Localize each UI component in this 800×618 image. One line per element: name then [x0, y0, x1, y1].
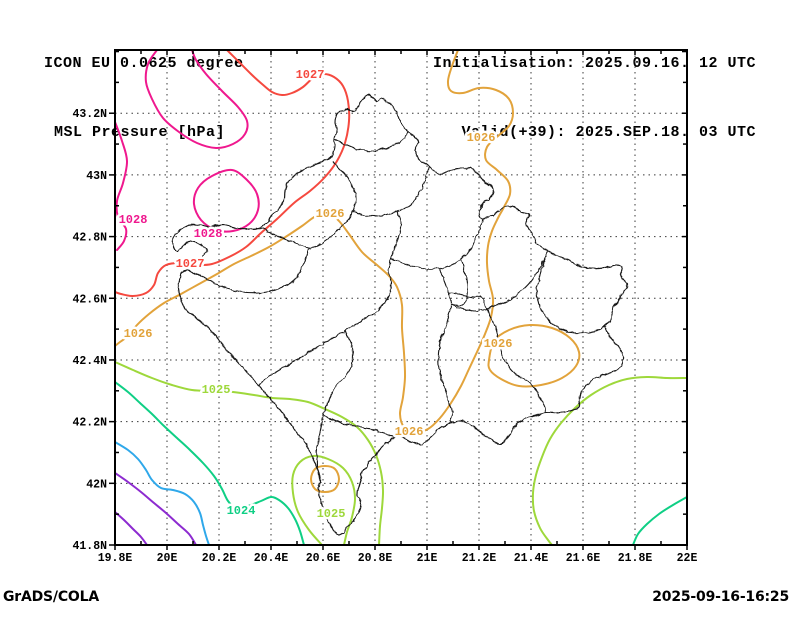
- y-axis-label: 42.8N: [72, 232, 107, 245]
- municipality-border: [485, 307, 545, 413]
- municipality-border: [351, 165, 429, 217]
- x-axis-label: 21.8E: [618, 552, 653, 565]
- isobar-value-label: 1025: [202, 383, 231, 397]
- axis-layer: 19.8E 20E 20.2E 20.4E 20.6E 20.8E 21E 21.2E 21.4…: [72, 50, 697, 565]
- isobar-value-label: 1026: [467, 131, 496, 145]
- isobar-1025: [291, 454, 357, 546]
- x-axis-label: 20.2E: [202, 552, 237, 565]
- isobar-1025: [114, 361, 385, 546]
- x-axis-label: 19.8E: [98, 552, 133, 565]
- isobar-1028: [144, 49, 249, 150]
- x-axis-label: 20E: [157, 552, 178, 565]
- isobar-1025: [531, 375, 688, 546]
- isobar-value-label: 1026: [395, 425, 424, 439]
- y-axis-label: 42.4N: [72, 355, 107, 368]
- grid-layer: [115, 50, 687, 545]
- municipality-border: [449, 257, 467, 306]
- isobar-value-label: 1028: [119, 213, 148, 227]
- y-axis-label: 41.8N: [72, 540, 107, 553]
- isobar-1026: [309, 464, 341, 494]
- isobar-value-label: 1025: [317, 507, 346, 521]
- x-axis-label: 22E: [677, 552, 698, 565]
- isobar-value-label: 1028: [194, 227, 223, 241]
- municipality-border: [257, 159, 356, 248]
- x-axis-label: 21.4E: [514, 552, 549, 565]
- x-axis-label: 20.6E: [306, 552, 341, 565]
- valid-time: Valid(+39): 2025.SEP.18. 03 UTC: [461, 124, 756, 141]
- isobar-1028: [192, 168, 260, 233]
- y-axis-label: 42.2N: [72, 417, 107, 430]
- run-info-block: Initialisation: 2025.09.16. 12 UTC Valid…: [433, 6, 756, 167]
- municipality-border: [447, 291, 487, 309]
- isobar-1023: [114, 441, 210, 546]
- isobar-value-label: 1026: [484, 337, 513, 351]
- grads-credit: GrADS/COLA: [3, 589, 99, 605]
- isobar-1022: [114, 472, 197, 546]
- isobar-value-label: 1026: [316, 207, 345, 221]
- isobar-1024: [632, 496, 688, 546]
- x-axis-label: 20.8E: [358, 552, 393, 565]
- municipality-border: [315, 329, 353, 469]
- isobar-value-label: 1027: [176, 257, 205, 271]
- isobar-1028: [114, 121, 129, 251]
- isobar-1027: [114, 49, 351, 298]
- field-title: MSL Pressure [hPa]: [54, 124, 226, 141]
- y-axis-label: 42N: [86, 478, 107, 491]
- municipality-border: [535, 249, 605, 333]
- municipality-border: [185, 246, 309, 293]
- y-axis-label: 42.6N: [72, 293, 107, 306]
- plot-frame: [114, 49, 688, 546]
- creation-timestamp: 2025-09-16-16:25: [652, 589, 789, 605]
- isobar-layer: [114, 49, 688, 546]
- initialisation-time: Initialisation: 2025.09.16. 12 UTC: [432, 55, 756, 72]
- municipality-border: [437, 267, 453, 424]
- y-axis-label: 43.2N: [72, 108, 107, 121]
- isobar-labels-layer: 1027 1026 1028 1028 1027 1026 1026 1026 1025 1026…: [116, 66, 515, 524]
- y-axis-label: 43N: [86, 170, 107, 183]
- isobar-value-label: 1027: [296, 68, 325, 82]
- x-axis-label: 21.6E: [566, 552, 601, 565]
- municipality-border: [321, 413, 399, 437]
- country-outline: [171, 93, 628, 535]
- country-borders-layer: [171, 93, 628, 535]
- municipality-border: [389, 217, 483, 269]
- municipality-border: [257, 209, 401, 386]
- isobar-1026: [487, 323, 581, 388]
- x-axis-label: 21.2E: [462, 552, 497, 565]
- isobar-1021: [114, 511, 148, 546]
- municipality-border: [333, 130, 408, 151]
- isobar-1026: [114, 49, 515, 434]
- x-axis-label: 21E: [417, 552, 438, 565]
- x-axis-label: 20.4E: [254, 552, 289, 565]
- isobar-1024: [114, 381, 305, 546]
- municipality-border: [449, 249, 548, 311]
- isobar-value-label: 1026: [124, 327, 153, 341]
- isobar-value-label: 1024: [227, 504, 256, 518]
